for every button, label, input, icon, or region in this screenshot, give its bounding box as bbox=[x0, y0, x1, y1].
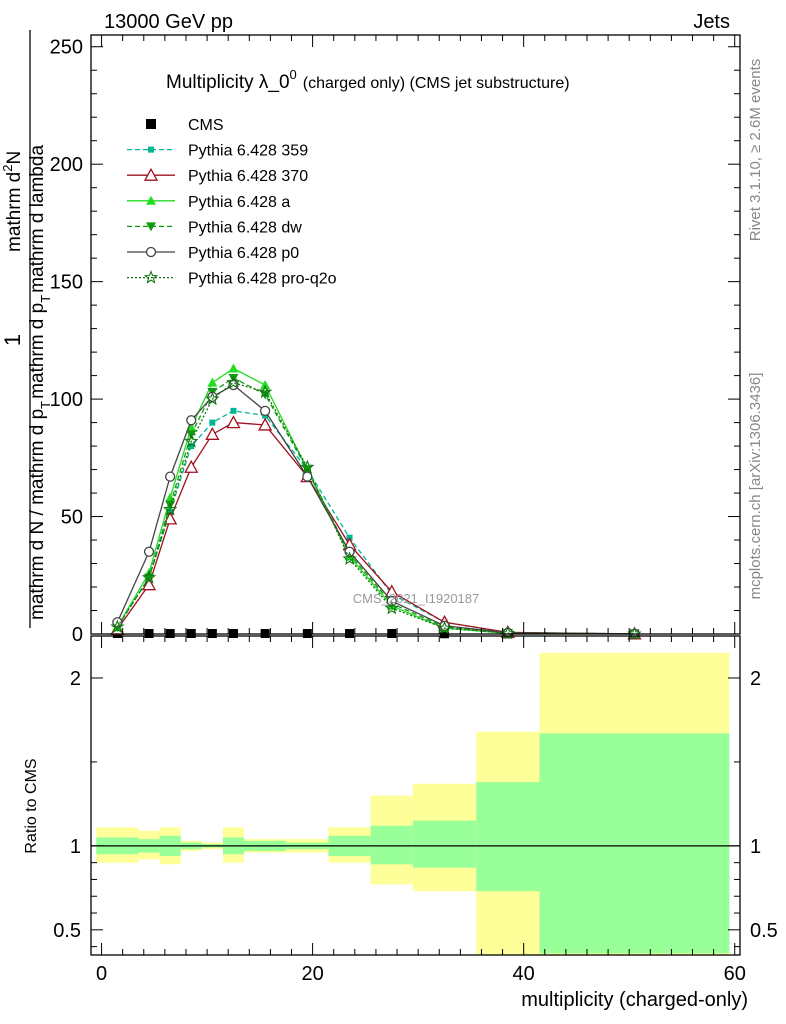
main-plot-frame bbox=[90, 34, 741, 635]
ratio-bands-group bbox=[96, 652, 730, 955]
ratio-y-tick-label: 0.5 bbox=[53, 920, 81, 942]
ratio-plot-frame bbox=[90, 635, 741, 956]
data-point bbox=[230, 407, 237, 414]
data-point bbox=[260, 380, 271, 390]
data-point bbox=[184, 459, 199, 473]
energy-label: 13000 GeV pp bbox=[104, 11, 233, 33]
data-point bbox=[226, 415, 241, 429]
data-point bbox=[143, 546, 155, 557]
svg-text:Multiplicity λ_00(charged only: Multiplicity λ_00 (charged only) (CMS jet… bbox=[166, 67, 570, 93]
legend-label: Pythia 6.428 a bbox=[188, 194, 290, 211]
x-tick-label: 40 bbox=[513, 963, 535, 985]
data-point bbox=[141, 577, 157, 591]
ratio-inner-band bbox=[476, 782, 540, 892]
x-axis-label: multiplicity (charged-only) bbox=[521, 989, 748, 1011]
ratio-y-tick-label: 2 bbox=[70, 668, 81, 690]
plot-title: Multiplicity λ_00 (charged only) (CMS jet… bbox=[166, 67, 570, 93]
legend-entry: Pythia 6.428 370 bbox=[127, 167, 308, 185]
plot-title-rest: (charged only) (CMS jet substructure) bbox=[303, 75, 570, 92]
data-point bbox=[258, 417, 273, 431]
legend-entry: CMS bbox=[146, 117, 224, 134]
data-point bbox=[110, 619, 125, 634]
data-point bbox=[163, 501, 178, 516]
y-tick-label: 50 bbox=[61, 507, 83, 529]
data-point bbox=[437, 620, 452, 635]
data-point bbox=[146, 222, 156, 232]
y-tick-label: 200 bbox=[50, 154, 83, 176]
legend-entry: Pythia 6.428 359 bbox=[127, 143, 308, 160]
data-point bbox=[342, 551, 357, 565]
ratio-y-tick-label-right: 2 bbox=[750, 668, 761, 690]
y-tick-label: 250 bbox=[50, 37, 83, 59]
data-point bbox=[143, 167, 159, 181]
data-point bbox=[143, 270, 159, 284]
data-point bbox=[146, 119, 156, 129]
data-point bbox=[186, 415, 197, 426]
rivet-version-label: Rivet 3.1.10, ≥ 2.6M events bbox=[747, 59, 764, 242]
ratio-y-tick-label: 1 bbox=[70, 836, 81, 858]
data-point bbox=[146, 195, 156, 205]
data-point bbox=[148, 146, 154, 153]
data-point bbox=[188, 443, 195, 450]
legend-label: CMS bbox=[188, 117, 224, 134]
data-point bbox=[257, 384, 273, 399]
data-point bbox=[209, 419, 216, 426]
ratio-y-tick-label-right: 0.5 bbox=[750, 920, 778, 942]
ratio-inner-band bbox=[370, 825, 413, 865]
x-tick-label: 60 bbox=[724, 963, 746, 985]
plot-title-main: Multiplicity λ_0 bbox=[166, 72, 290, 93]
ratio-inner-band bbox=[539, 733, 730, 954]
data-point bbox=[141, 570, 157, 584]
data-point bbox=[259, 405, 271, 416]
y-tick-label: 150 bbox=[50, 272, 83, 294]
plot-frames bbox=[90, 34, 741, 956]
y-label-denominator: mathrm d N / mathrm d pTmathrm d pTmathr… bbox=[27, 145, 53, 620]
category-label: Jets bbox=[693, 11, 730, 33]
legend: CMS Pythia 6.428 359 Pythia 6.428 370 Pythi… bbox=[127, 117, 337, 288]
y-axis-label: 1 bbox=[0, 30, 31, 628]
legend-label: Pythia 6.428 dw bbox=[188, 219, 302, 236]
main-series-group bbox=[110, 363, 642, 641]
series-6 bbox=[110, 375, 642, 641]
y-tick-label: 100 bbox=[50, 389, 83, 411]
x-tick-label: 0 bbox=[96, 963, 107, 985]
data-point bbox=[205, 426, 220, 440]
x-tick-label: 20 bbox=[301, 963, 323, 985]
data-point bbox=[186, 422, 197, 432]
legend-label: Pythia 6.428 p0 bbox=[188, 245, 299, 262]
ratio-inner-band bbox=[412, 820, 477, 868]
data-point bbox=[384, 600, 399, 615]
data-point bbox=[207, 377, 218, 387]
legend-entry: Pythia 6.428 dw bbox=[127, 219, 302, 236]
y-tick-label: 0 bbox=[72, 624, 83, 646]
ratio-y-tick-label-right: 1 bbox=[750, 836, 761, 858]
data-point bbox=[164, 471, 176, 482]
y-label-numerator-top: 1 bbox=[0, 334, 25, 346]
legend-label: Pythia 6.428 359 bbox=[188, 143, 308, 160]
legend-entry: Pythia 6.428 pro-q2o bbox=[127, 270, 337, 288]
data-point bbox=[145, 246, 157, 258]
data-point bbox=[184, 433, 199, 448]
data-point bbox=[228, 363, 239, 373]
legend-label: Pythia 6.428 370 bbox=[188, 168, 308, 185]
legend-entry: Pythia 6.428 p0 bbox=[127, 245, 299, 262]
data-point bbox=[226, 375, 241, 389]
series-line bbox=[116, 381, 635, 635]
y-label-numerator: mathrm d2N bbox=[0, 151, 25, 252]
analysis-watermark: CMS_2021_I1920187 bbox=[353, 591, 480, 606]
data-point bbox=[205, 391, 220, 406]
legend-entry: Pythia 6.428 a bbox=[127, 194, 290, 211]
legend-label: Pythia 6.428 pro-q2o bbox=[188, 271, 337, 288]
plot-title-sup: 0 bbox=[290, 67, 297, 82]
data-point bbox=[228, 373, 239, 383]
mcplots-label: mcplots.cern.ch [arXiv:1306.3436] bbox=[747, 373, 764, 600]
ratio-y-label: Ratio to CMS bbox=[23, 758, 40, 853]
data-point bbox=[300, 459, 315, 474]
